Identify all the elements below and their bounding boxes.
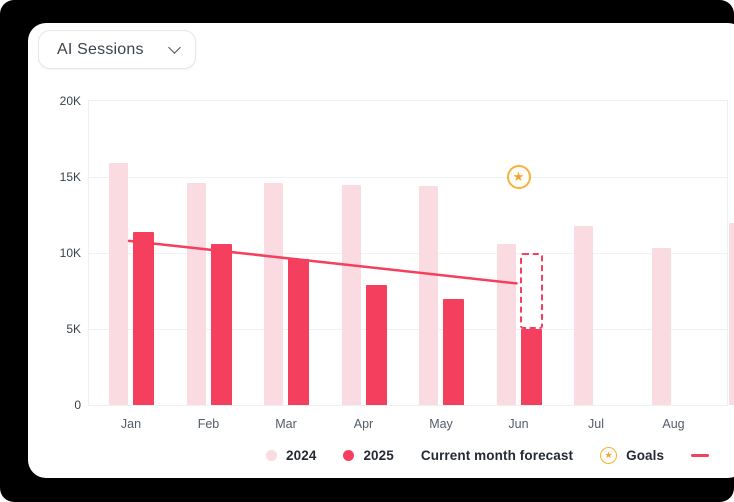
- bar-2025[interactable]: [443, 298, 464, 405]
- x-axis-tick-label: May: [429, 417, 453, 431]
- y-axis-tick-label: 15K: [59, 170, 81, 184]
- bar-2025[interactable]: [520, 329, 542, 405]
- forecast-box[interactable]: [519, 253, 543, 329]
- gridline: [89, 177, 727, 178]
- x-axis-tick-label: Feb: [197, 417, 220, 431]
- bar-2025[interactable]: [365, 284, 387, 405]
- bar-2025[interactable]: [133, 231, 154, 405]
- legend-star-icon: ★: [600, 446, 618, 464]
- bar-2024[interactable]: [419, 186, 438, 405]
- bar-2024[interactable]: [341, 184, 361, 405]
- chart-legend: 2024 2025 Current month forecast ★ Goals: [266, 445, 710, 465]
- goal-star-icon[interactable]: ★: [506, 165, 531, 189]
- bar-2025[interactable]: [288, 259, 309, 405]
- legend-item-2025[interactable]: 2025: [343, 447, 394, 463]
- star-icon: ★: [512, 169, 525, 184]
- bar-2024[interactable]: [264, 183, 283, 405]
- x-axis-tick-label: Mar: [275, 417, 297, 431]
- y-axis-tick-label: 5K: [66, 322, 81, 336]
- x-axis-tick-label: Jun: [508, 417, 529, 431]
- bar-2024[interactable]: [729, 222, 734, 405]
- legend-label: 2024: [286, 447, 317, 463]
- legend-label: 2025: [363, 447, 394, 463]
- chart-plot-area: 0 5K 10K 15K 20K Jan Feb Mar Apr May Jun Jul Aug ★: [60, 95, 734, 431]
- legend-item-trend[interactable]: [691, 453, 710, 457]
- legend-dot-icon: [343, 449, 355, 461]
- metric-dropdown[interactable]: AI Sessions: [38, 30, 196, 69]
- legend-label: Goals: [626, 447, 665, 463]
- chevron-down-icon: [168, 41, 181, 54]
- x-axis-tick-label: Jul: [588, 417, 604, 431]
- legend-dot-icon: [266, 449, 277, 461]
- x-axis-tick-label: Apr: [353, 417, 374, 431]
- metric-dropdown-label: AI Sessions: [57, 40, 144, 58]
- x-axis-tick-label: Jan: [120, 417, 142, 431]
- gridline: [89, 329, 727, 330]
- legend-line-icon: [691, 453, 710, 457]
- bar-2025[interactable]: [210, 243, 232, 405]
- legend-label: Current month forecast: [420, 447, 574, 463]
- legend-item-current-month-forecast[interactable]: Current month forecast: [421, 448, 573, 463]
- chart-card: AI Sessions 0 5K 10K 15K 20K Jan Feb Mar Apr May J…: [28, 23, 734, 478]
- legend-item-goals[interactable]: ★ Goals: [600, 446, 665, 464]
- bar-2024[interactable]: [651, 248, 671, 405]
- y-axis-tick-label: 20K: [59, 94, 81, 108]
- y-axis-tick-label: 10K: [59, 246, 81, 260]
- y-axis-tick-label: 0: [74, 398, 81, 412]
- legend-item-2024[interactable]: 2024: [266, 448, 316, 463]
- bar-2024[interactable]: [186, 183, 206, 405]
- bar-2024[interactable]: [109, 163, 128, 405]
- bar-2024[interactable]: [574, 225, 593, 405]
- gridline: [89, 253, 727, 254]
- x-axis-tick-label: Aug: [662, 417, 685, 431]
- bar-2024[interactable]: [496, 243, 516, 405]
